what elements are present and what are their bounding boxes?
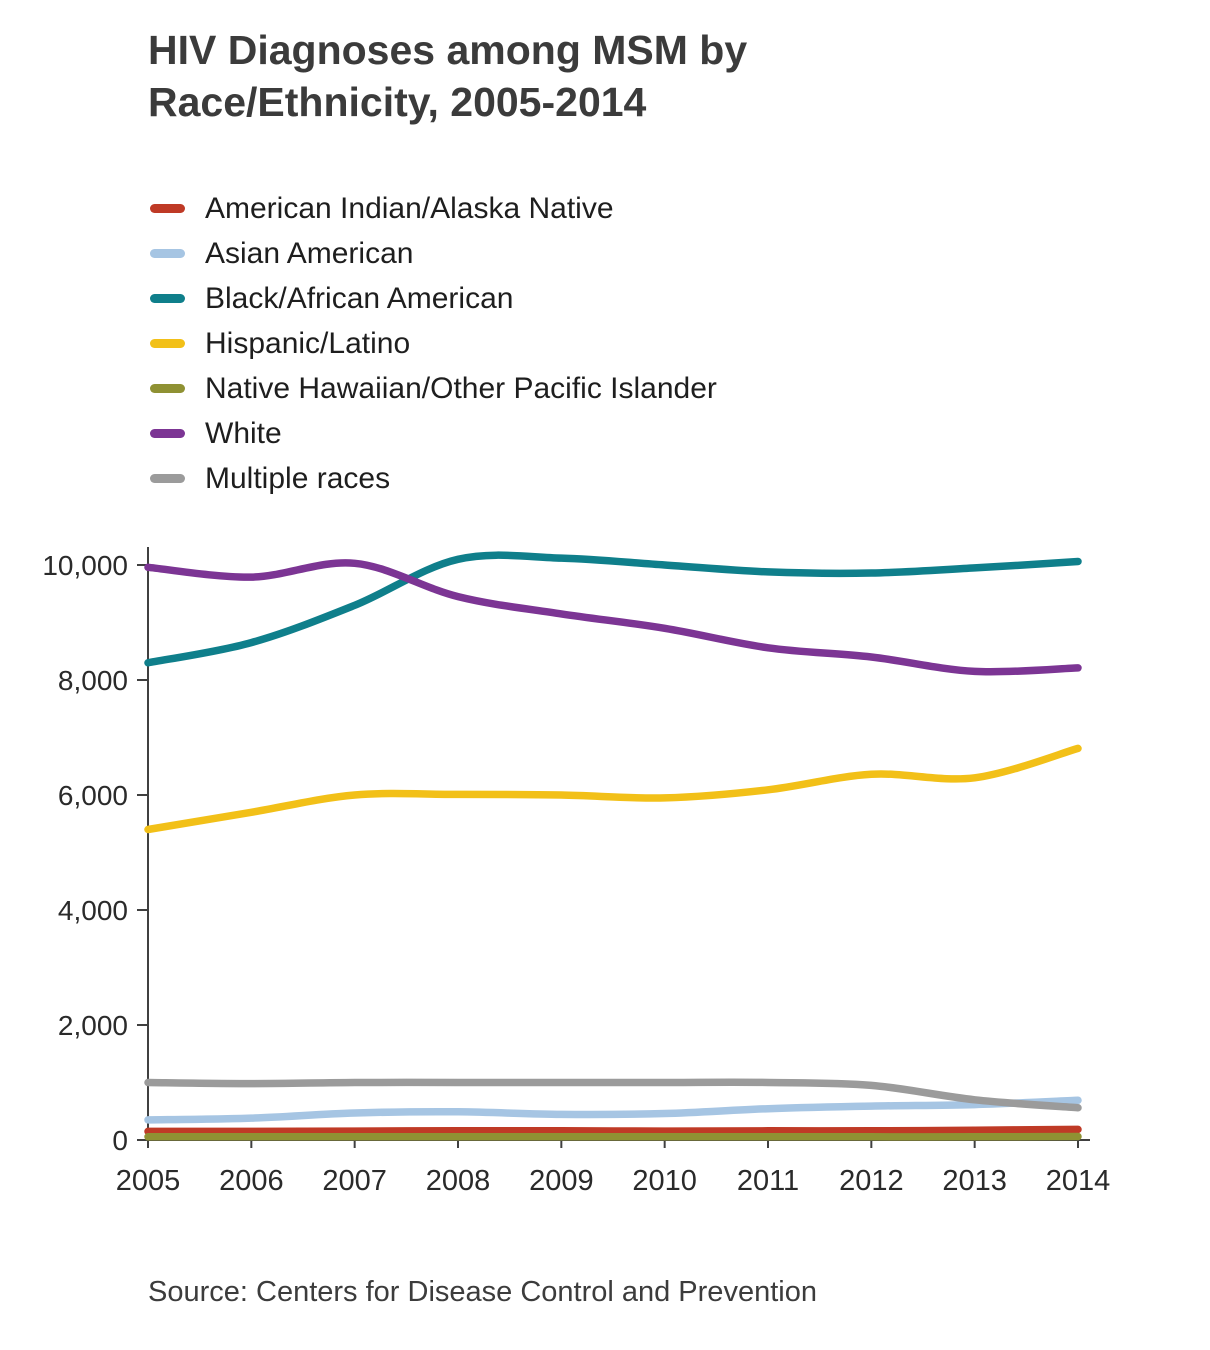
legend-item: Black/African American <box>150 276 717 321</box>
x-tick-label: 2005 <box>116 1165 181 1197</box>
legend-swatch <box>150 474 185 483</box>
y-tick-label: 6,000 <box>58 780 128 811</box>
legend-swatch <box>150 339 185 348</box>
legend-swatch <box>150 249 185 258</box>
legend-swatch <box>150 204 185 213</box>
y-tick-label: 0 <box>112 1125 128 1156</box>
series-line-asian-american <box>144 1096 1082 1124</box>
legend-label: Multiple races <box>205 461 391 495</box>
legend-label: Asian American <box>205 236 414 270</box>
legend-item: Hispanic/Latino <box>150 321 717 366</box>
legend-swatch <box>150 294 185 303</box>
source-note: Source: Centers for Disease Control and … <box>148 1276 817 1308</box>
chart-title: HIV Diagnoses among MSM by Race/Ethnicit… <box>148 27 748 126</box>
legend-label: Hispanic/Latino <box>205 326 411 360</box>
legend-swatch <box>150 429 185 438</box>
legend-item: White <box>150 411 717 456</box>
legend-label: Native Hawaiian/Other Pacific Islander <box>205 371 717 405</box>
x-tick-label: 2014 <box>1046 1165 1111 1197</box>
series-line-american-indian-alaska-native <box>144 1125 1082 1136</box>
x-tick-label: 2012 <box>839 1165 904 1197</box>
x-tick-label: 2011 <box>737 1165 799 1197</box>
x-tick-label: 2013 <box>942 1165 1007 1197</box>
line-chart: 0 2,000 4,000 6,000 8,000 10,000 2005 2006 2007 2… <box>42 547 1111 1197</box>
series-line-white <box>144 559 1082 676</box>
y-tick-label: 4,000 <box>58 895 128 926</box>
x-tick-label: 2009 <box>529 1165 594 1197</box>
x-tick-label: 2010 <box>632 1165 697 1197</box>
legend-item: American Indian/Alaska Native <box>150 186 717 231</box>
series-line-black-african-american <box>144 551 1082 667</box>
legend-label: American Indian/Alaska Native <box>205 191 614 225</box>
y-tick-label: 10,000 <box>42 550 128 581</box>
legend-item: Native Hawaiian/Other Pacific Islander <box>150 366 717 411</box>
legend-item: Multiple races <box>150 456 717 501</box>
legend-label: White <box>205 416 282 450</box>
legend-label: Black/African American <box>205 281 514 315</box>
series-line-hispanic-latino <box>144 744 1082 834</box>
legend: American Indian/Alaska Native Asian Amer… <box>150 186 717 501</box>
series-line-multiple-races <box>144 1078 1082 1112</box>
legend-item: Asian American <box>150 231 717 276</box>
legend-swatch <box>150 384 185 393</box>
x-tick-label: 2008 <box>426 1165 491 1197</box>
x-tick-label: 2007 <box>322 1165 387 1197</box>
y-tick-label: 8,000 <box>58 665 128 696</box>
x-tick-label: 2006 <box>219 1165 284 1197</box>
y-tick-label: 2,000 <box>58 1010 128 1041</box>
